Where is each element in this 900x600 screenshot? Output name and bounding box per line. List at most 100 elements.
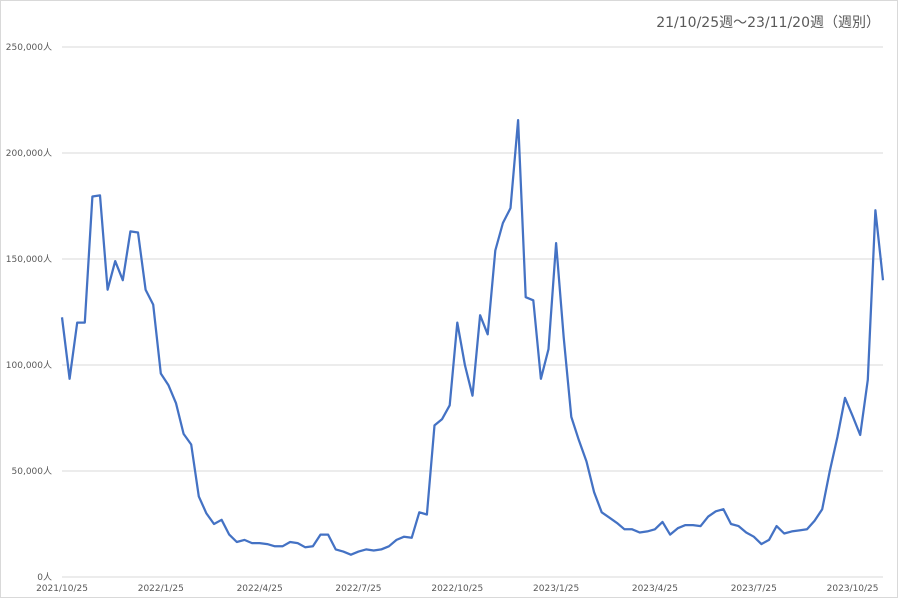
data-point xyxy=(624,528,626,530)
data-point xyxy=(129,230,131,232)
data-point xyxy=(213,523,215,525)
y-tick-label: 150,000人 xyxy=(6,254,52,265)
data-point xyxy=(327,534,329,536)
data-point xyxy=(586,461,588,463)
data-point xyxy=(570,416,572,418)
data-point xyxy=(456,322,458,324)
data-point xyxy=(479,314,481,316)
data-point xyxy=(183,433,185,435)
data-point xyxy=(350,554,352,556)
data-point xyxy=(669,534,671,536)
data-point xyxy=(745,532,747,534)
data-point xyxy=(426,514,428,516)
data-point xyxy=(160,373,162,375)
data-point xyxy=(867,379,869,381)
data-point xyxy=(449,404,451,406)
data-point xyxy=(654,528,656,530)
data-point xyxy=(198,495,200,497)
data-point xyxy=(342,551,344,553)
data-point xyxy=(684,524,686,526)
data-point xyxy=(251,542,253,544)
data-point xyxy=(472,395,474,397)
data-point xyxy=(722,508,724,510)
data-point xyxy=(266,543,268,545)
data-point xyxy=(205,512,207,514)
data-point xyxy=(555,242,557,244)
data-point xyxy=(791,530,793,532)
data-point xyxy=(836,436,838,438)
data-point xyxy=(175,402,177,404)
data-point xyxy=(502,222,504,224)
data-point xyxy=(532,299,534,301)
data-point xyxy=(700,525,702,527)
data-point xyxy=(798,529,800,531)
data-point xyxy=(373,550,375,552)
data-point xyxy=(434,424,436,426)
data-point xyxy=(738,525,740,527)
data-point xyxy=(236,541,238,543)
data-point xyxy=(137,232,139,234)
data-point xyxy=(844,397,846,399)
data-point xyxy=(517,119,519,121)
x-tick-label: 2022/4/25 xyxy=(237,584,283,594)
data-point xyxy=(829,470,831,472)
data-point xyxy=(243,539,245,541)
data-point xyxy=(593,491,595,493)
data-point xyxy=(335,548,337,550)
data-point xyxy=(464,364,466,366)
data-point xyxy=(852,415,854,417)
data-point xyxy=(380,548,382,550)
data-point xyxy=(494,250,496,252)
data-point xyxy=(776,525,778,527)
data-point xyxy=(76,322,78,324)
data-point xyxy=(69,378,71,380)
x-tick-label: 2023/10/25 xyxy=(827,584,879,594)
data-point xyxy=(259,542,261,544)
data-point xyxy=(730,523,732,525)
y-tick-label: 0人 xyxy=(37,572,52,583)
data-point xyxy=(274,545,276,547)
x-tick-label: 2023/1/25 xyxy=(533,584,579,594)
data-point xyxy=(608,517,610,519)
data-point xyxy=(297,542,299,544)
data-point xyxy=(563,336,565,338)
data-point xyxy=(441,418,443,420)
data-point xyxy=(821,508,823,510)
data-point xyxy=(646,530,648,532)
x-tick-label: 2023/4/25 xyxy=(632,584,678,594)
data-point xyxy=(365,548,367,550)
data-point xyxy=(190,444,192,446)
data-point xyxy=(768,539,770,541)
data-point xyxy=(152,304,154,306)
data-point xyxy=(874,209,876,211)
data-point xyxy=(783,533,785,535)
data-point xyxy=(631,528,633,530)
data-point xyxy=(540,378,542,380)
data-point xyxy=(145,289,147,291)
data-point xyxy=(122,279,124,281)
data-point xyxy=(806,528,808,530)
data-point xyxy=(320,534,322,536)
x-tick-label: 2022/10/25 xyxy=(431,584,483,594)
data-point xyxy=(91,196,93,198)
data-point xyxy=(114,260,116,262)
data-point xyxy=(358,551,360,553)
data-point xyxy=(601,511,603,513)
chart-title: 21/10/25週〜23/11/20週（週別） xyxy=(656,15,880,31)
data-point xyxy=(487,333,489,335)
y-tick-label: 250,000人 xyxy=(6,42,52,53)
data-point xyxy=(107,289,109,291)
x-tick-label: 2022/7/25 xyxy=(335,584,381,594)
data-point xyxy=(548,348,550,350)
data-point xyxy=(639,532,641,534)
data-point xyxy=(312,545,314,547)
data-point xyxy=(403,536,405,538)
data-point xyxy=(84,322,86,324)
data-point xyxy=(388,545,390,547)
data-point xyxy=(814,520,816,522)
data-point xyxy=(396,539,398,541)
data-point xyxy=(167,384,169,386)
y-tick-label: 50,000人 xyxy=(12,466,53,477)
